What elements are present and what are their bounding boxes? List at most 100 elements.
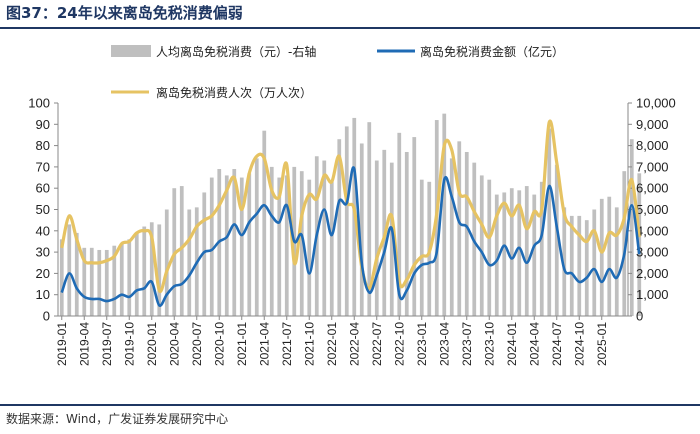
bar <box>74 232 79 316</box>
bar <box>629 139 634 316</box>
bar <box>457 141 462 316</box>
bar <box>149 222 154 316</box>
bar <box>67 224 72 316</box>
bar <box>134 232 139 316</box>
source-divider <box>0 404 700 406</box>
bar <box>104 249 109 316</box>
bar <box>337 139 342 316</box>
x-tick-label: 2024-04 <box>527 322 541 366</box>
x-tick-label: 2023-07 <box>460 322 474 366</box>
bar <box>532 194 537 316</box>
bar <box>224 175 229 316</box>
bar <box>142 226 147 316</box>
left-tick-label: 50 <box>36 202 50 217</box>
bar <box>502 192 507 316</box>
x-tick-label: 2019-04 <box>77 322 91 366</box>
bar <box>284 175 289 316</box>
x-tick-label: 2019-01 <box>55 322 69 366</box>
bar <box>307 179 312 316</box>
bar <box>442 113 447 317</box>
bar <box>232 169 237 316</box>
bar <box>479 175 484 316</box>
left-tick-label: 100 <box>28 96 50 111</box>
bar <box>112 245 117 316</box>
bar <box>577 215 582 316</box>
right-tick-label: 4,000 <box>636 223 669 238</box>
bar <box>299 171 304 316</box>
bar <box>269 166 274 316</box>
x-tick-label: 2022-07 <box>370 322 384 366</box>
bar <box>262 130 267 316</box>
bar <box>247 173 252 316</box>
legend-label-amount: 离岛免税消费金额（亿元） <box>420 44 564 59</box>
figure-title: 图37：24年以来离岛免税消费偏弱 <box>6 4 243 22</box>
right-tick-label: 1,000 <box>636 287 669 302</box>
bar <box>562 207 567 316</box>
amount-line <box>60 166 641 307</box>
bar <box>202 192 207 316</box>
x-tick-label: 2023-01 <box>415 322 429 366</box>
bar <box>539 181 544 316</box>
bar <box>487 179 492 316</box>
bar <box>389 162 394 316</box>
legend-swatch-bars <box>111 45 151 57</box>
right-tick-label: 2,000 <box>636 266 669 281</box>
bar <box>592 209 597 316</box>
bar <box>254 158 259 316</box>
bar <box>509 188 514 316</box>
right-tick-label: 8,000 <box>636 138 669 153</box>
bar <box>599 198 604 316</box>
x-tick-label: 2021-04 <box>257 322 271 366</box>
left-tick-label: 40 <box>36 223 50 238</box>
left-tick-label: 70 <box>36 159 50 174</box>
bar <box>517 190 522 316</box>
axes: 0 10 20 30 40 50 60 70 80 90 100 0 1,000 2,000 3,000 4,… <box>28 96 675 367</box>
bar <box>164 209 169 316</box>
bar <box>374 160 379 316</box>
bar <box>554 164 559 316</box>
left-tick-label: 30 <box>36 245 50 260</box>
bar <box>404 151 409 316</box>
left-tick-label: 0 <box>43 309 50 324</box>
bar <box>449 158 454 316</box>
bar <box>119 243 124 316</box>
right-tick-label: 10,000 <box>636 96 676 111</box>
x-tick-label: 2020-10 <box>212 322 226 366</box>
x-tick-label: 2024-01 <box>505 322 519 366</box>
left-tick-label: 20 <box>36 266 50 281</box>
x-tick-label: 2024-07 <box>550 322 564 366</box>
title-divider <box>0 27 700 29</box>
legend-label-bars: 人均离岛免税消费（元）-右轴 <box>156 44 316 59</box>
x-tick-label: 2020-01 <box>145 322 159 366</box>
bar <box>397 132 402 316</box>
bar <box>187 209 192 316</box>
bar <box>82 247 87 316</box>
bar <box>322 160 327 316</box>
x-tick-label: 2019-07 <box>100 322 114 366</box>
bar <box>524 186 529 316</box>
x-tick-label: 2021-07 <box>280 322 294 366</box>
x-tick-label: 2022-10 <box>392 322 406 366</box>
bar <box>622 171 627 316</box>
legend-label-visitors: 离岛免税消费人次（万人次） <box>156 85 312 100</box>
bar <box>239 177 244 316</box>
bar <box>569 215 574 316</box>
left-tick-label: 90 <box>36 117 50 132</box>
right-tick-label: 6,000 <box>636 181 669 196</box>
left-tick-label: 80 <box>36 138 50 153</box>
x-tick-label: 2021-01 <box>235 322 249 366</box>
bar <box>179 186 184 316</box>
bar <box>367 122 372 316</box>
bar <box>607 196 612 316</box>
source-note: 数据来源：Wind，广发证券发展研究中心 <box>6 412 229 426</box>
bar <box>329 181 334 316</box>
bar <box>412 137 417 316</box>
bar <box>127 239 132 316</box>
bar <box>614 207 619 316</box>
left-tick-label: 60 <box>36 181 50 196</box>
visitors-line <box>60 119 641 294</box>
bar <box>419 179 424 316</box>
bar <box>359 143 364 316</box>
x-tick-label: 2022-01 <box>325 322 339 366</box>
